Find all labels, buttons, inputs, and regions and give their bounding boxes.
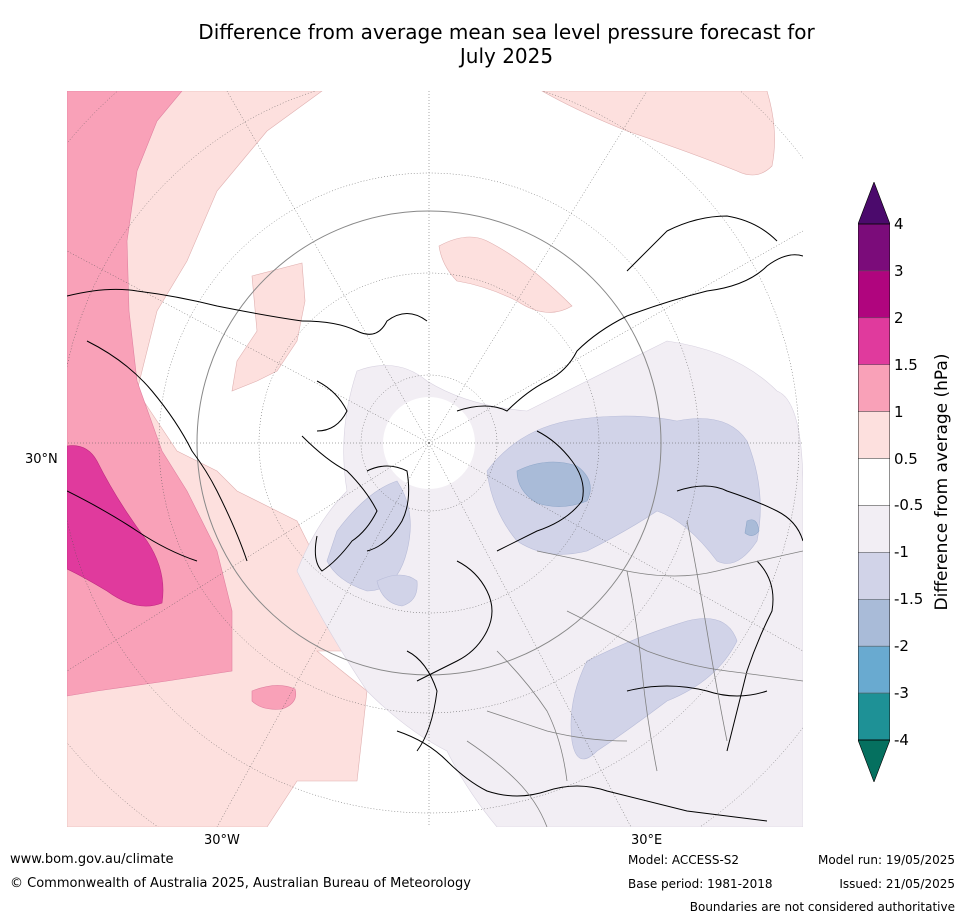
footer-base-period: Base period: 1981-2018 [628,877,773,891]
colorbar-band [858,552,890,600]
colorbar-band [858,505,890,553]
east-blue-spot [744,519,760,536]
colorbar-over-triangle [858,182,890,225]
footer-disclaimer: Boundaries are not considered authoritat… [689,900,955,914]
lon-label-30w: 30°W [204,833,240,848]
colorbar-band [858,599,890,647]
europe-lavender [570,618,738,760]
colorbar-tick-label: 2 [894,308,904,327]
colorbar-tick-label: -1 [894,543,909,562]
lon-label-30e: 30°E [631,833,663,848]
colorbar-tick-label: -3 [894,684,909,703]
colorbar-tick-label: 1 [894,402,904,421]
colorbar-band [858,692,890,741]
footer-model: Model: ACCESS-S2 [628,853,740,867]
country-borders [466,520,803,827]
colorbar-bands [858,223,890,741]
colorbar-band [858,270,890,319]
arctic-pink [438,236,573,313]
pressure-anomaly-map [67,91,803,827]
coastlines [67,215,803,822]
footer-website[interactable]: www.bom.gov.au/climate [10,852,174,867]
colorbar-tick-label: 4 [894,215,904,233]
colorbar-label: Difference from average (hPa) [932,353,952,611]
colorbar-band [858,364,890,412]
footer-model-run: Model run: 19/05/2025 [817,853,955,867]
colorbar-band [858,317,890,365]
colorbar-band [858,223,890,272]
iceland-lavender [376,574,418,607]
colorbar-tick-label: 0.5 [894,449,918,468]
northeast-pink [541,91,775,176]
colorbar-tick-label: -2 [894,637,909,656]
colorbar-band [858,458,890,506]
pacific-pink-small [251,685,296,710]
title-line-2: July 2025 [459,44,554,68]
colorbar-under-triangle [858,739,890,782]
colorbar-tick-label: 3 [894,261,904,280]
map-title: Difference from average mean sea level p… [100,20,913,68]
footer-issued: Issued: 21/05/2025 [839,877,955,891]
lat-label-30n: 30°N [25,452,58,467]
colorbar-tick-label: -4 [894,731,909,749]
colorbar-tick-label: -1.5 [894,590,924,609]
colorbar-band [858,645,890,694]
kamchatka-pink [231,262,306,392]
siberia-blue-core [516,461,591,507]
graticule [67,91,803,827]
colorbar [858,182,890,782]
footer-copyright: © Commonwealth of Australia 2025, Austra… [10,876,471,891]
colorbar-tick-label: 1.5 [894,355,918,374]
pacific-high-core [67,445,164,607]
colorbar-tick-label: -0.5 [894,496,924,515]
colorbar-band [858,411,890,459]
siberia-lavender [486,415,761,564]
title-line-1: Difference from average mean sea level p… [198,20,815,44]
